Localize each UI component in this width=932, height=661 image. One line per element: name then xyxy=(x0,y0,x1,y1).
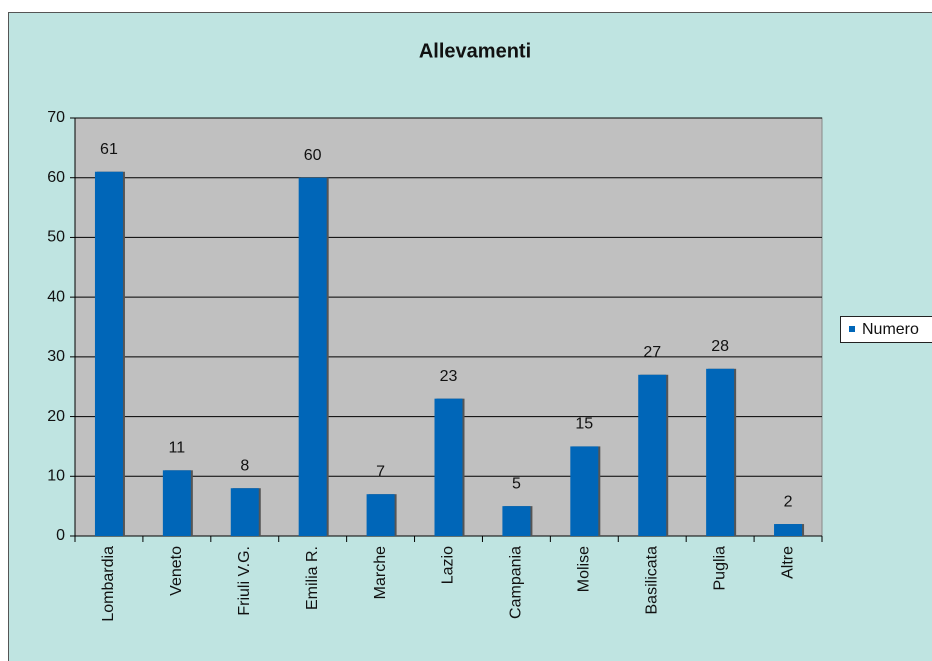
x-tick-label: Emilia R. xyxy=(304,546,321,610)
x-tick-label: Veneto xyxy=(168,546,185,596)
data-label: 7 xyxy=(376,463,385,480)
x-tick-label: Marche xyxy=(372,546,389,599)
data-label: 60 xyxy=(304,147,322,164)
x-tick-label: Molise xyxy=(576,546,593,592)
data-label: 11 xyxy=(169,440,186,457)
bar xyxy=(298,177,327,536)
y-tick-label: 0 xyxy=(56,527,65,544)
data-label: 61 xyxy=(100,141,118,158)
data-label: 5 xyxy=(512,475,521,492)
x-tick-label: Lombardia xyxy=(100,546,117,622)
data-label: 23 xyxy=(440,368,458,385)
data-label: 8 xyxy=(240,457,249,474)
x-tick-label: Basilicata xyxy=(643,546,660,615)
bar xyxy=(366,494,395,536)
x-tick-label: Lazio xyxy=(440,546,457,584)
x-tick-label: Puglia xyxy=(711,546,728,591)
bar xyxy=(434,398,463,536)
y-tick-label: 40 xyxy=(47,288,65,305)
y-tick-label: 10 xyxy=(47,468,65,485)
x-tick-label: Altre xyxy=(779,546,796,579)
bar xyxy=(502,506,531,536)
y-tick-label: 60 xyxy=(47,169,65,186)
bar xyxy=(570,446,599,536)
data-label: 2 xyxy=(784,493,793,510)
legend-label: Numero xyxy=(862,321,919,338)
y-tick-label: 70 xyxy=(47,109,65,126)
bar xyxy=(638,374,667,536)
x-tick-label: Campania xyxy=(508,546,525,619)
y-tick-label: 50 xyxy=(47,229,65,246)
data-label: 15 xyxy=(575,416,593,433)
y-tick-label: 20 xyxy=(47,408,65,425)
y-tick-label: 30 xyxy=(47,348,65,365)
bar xyxy=(706,368,735,536)
legend-marker xyxy=(849,326,855,332)
x-tick-label: Friuli V.G. xyxy=(236,546,253,616)
data-label: 28 xyxy=(711,338,729,355)
data-label: 27 xyxy=(643,344,661,361)
bar xyxy=(94,171,123,536)
bar xyxy=(162,470,191,536)
legend-box xyxy=(840,316,932,343)
bar xyxy=(774,524,803,536)
bar xyxy=(230,488,259,536)
chart-title: Allevamenti xyxy=(419,40,531,62)
